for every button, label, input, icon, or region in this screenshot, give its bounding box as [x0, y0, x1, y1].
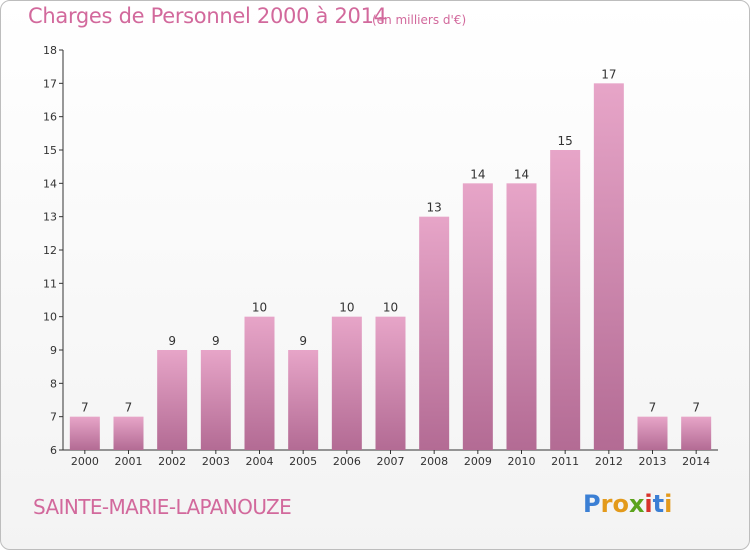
- x-tick-label: 2000: [71, 455, 99, 468]
- x-tick-label: 2010: [508, 455, 536, 468]
- bar-value-label: 17: [601, 67, 616, 81]
- bar-value-label: 9: [212, 334, 220, 348]
- x-tick-label: 2009: [464, 455, 492, 468]
- logo-letter: o: [612, 490, 629, 518]
- bar: [200, 350, 231, 450]
- bar: [157, 350, 188, 450]
- bar-value-label: 9: [299, 334, 307, 348]
- x-tick-label: 2012: [595, 455, 623, 468]
- y-tick-label: 15: [43, 144, 57, 157]
- logo-letter: i: [664, 490, 673, 518]
- bar: [550, 150, 581, 450]
- bar-value-label: 7: [692, 401, 700, 415]
- logo-letter: P: [583, 490, 601, 518]
- y-tick-label: 13: [43, 211, 57, 224]
- bar: [375, 316, 406, 450]
- bar: [593, 83, 624, 450]
- x-tick-label: 2005: [289, 455, 317, 468]
- bar-value-label: 14: [470, 167, 485, 181]
- y-tick-label: 16: [43, 111, 57, 124]
- commune-name: SAINTE-MARIE-LAPANOUZE: [33, 495, 292, 519]
- bar-value-label: 14: [514, 167, 529, 181]
- y-tick-label: 12: [43, 244, 57, 257]
- logo-letter: i: [644, 490, 653, 518]
- x-tick-label: 2007: [377, 455, 405, 468]
- proxiti-logo[interactable]: Proxiti: [583, 490, 672, 518]
- x-tick-label: 2006: [333, 455, 361, 468]
- y-tick-label: 10: [43, 311, 57, 324]
- bar-value-label: 15: [558, 134, 573, 148]
- logo-letter: x: [628, 490, 645, 518]
- bar: [637, 416, 668, 450]
- bar: [113, 416, 144, 450]
- bar-value-label: 13: [427, 201, 442, 215]
- bar-value-label: 10: [252, 301, 267, 315]
- bar: [69, 416, 100, 450]
- x-tick-label: 2011: [551, 455, 579, 468]
- x-tick-label: 2014: [682, 455, 710, 468]
- y-tick-label: 14: [43, 177, 57, 190]
- y-tick-label: 11: [43, 277, 57, 290]
- y-tick-label: 8: [50, 377, 57, 390]
- bar: [288, 350, 319, 450]
- x-tick-label: 2008: [420, 455, 448, 468]
- y-tick-label: 18: [43, 44, 57, 57]
- logo-letter: r: [600, 490, 613, 518]
- bar: [462, 183, 493, 451]
- bar: [244, 316, 275, 450]
- logo-letter: t: [652, 490, 665, 518]
- bar-value-label: 7: [649, 401, 657, 415]
- x-tick-label: 2002: [158, 455, 186, 468]
- chart-unit-note: (en milliers d'€): [372, 13, 467, 27]
- y-tick-label: 7: [50, 411, 57, 424]
- x-tick-label: 2001: [115, 455, 143, 468]
- y-tick-label: 17: [43, 77, 57, 90]
- bar-value-label: 10: [339, 301, 354, 315]
- x-tick-label: 2004: [246, 455, 274, 468]
- x-tick-label: 2003: [202, 455, 230, 468]
- bar-value-label: 10: [383, 301, 398, 315]
- y-tick-label: 6: [50, 444, 57, 457]
- y-tick-label: 9: [50, 344, 57, 357]
- bar: [506, 183, 537, 451]
- chart-title: Charges de Personnel 2000 à 2014: [28, 4, 387, 28]
- x-tick-label: 2013: [639, 455, 667, 468]
- bar-value-label: 7: [125, 401, 133, 415]
- bar: [681, 416, 712, 450]
- bar: [331, 316, 362, 450]
- bar-value-label: 7: [81, 401, 89, 415]
- bar-value-label: 9: [168, 334, 176, 348]
- bar: [419, 216, 450, 450]
